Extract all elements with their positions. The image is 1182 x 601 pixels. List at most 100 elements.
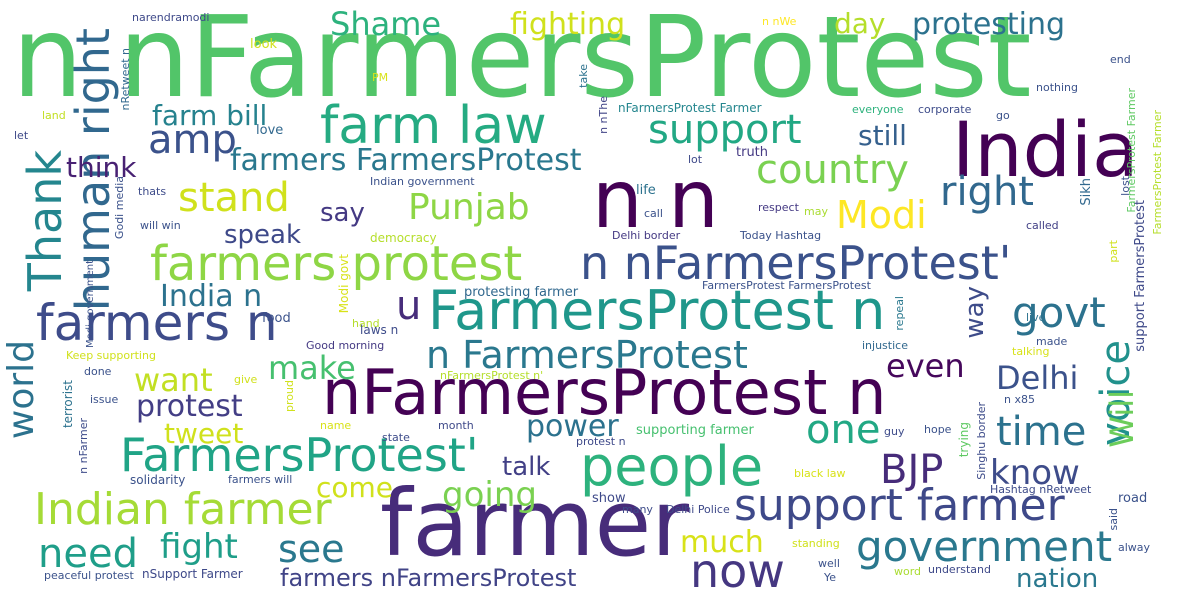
word-farm-law: farm law	[320, 96, 547, 156]
word-need: need	[38, 531, 138, 577]
word-alway: alway	[1118, 541, 1151, 554]
word-take: take	[577, 64, 590, 88]
word-want: want	[134, 361, 213, 399]
word-talking: talking	[1012, 345, 1050, 358]
word-name: name	[320, 419, 352, 432]
word-hope: hope	[924, 423, 952, 436]
word-hand: hand	[352, 317, 380, 330]
word-today-hashtag: Today Hashtag	[740, 229, 822, 242]
word-farmers-nfarmersprotest: farmers nFarmersProtest	[280, 564, 577, 592]
word-n-nthe: n nThe	[597, 96, 610, 134]
word-n-x85: n x85	[1004, 393, 1035, 406]
word-going: going	[442, 475, 537, 515]
word-nsupport-farmer: nSupport Farmer	[142, 567, 243, 581]
word-way: way	[960, 286, 990, 339]
word-think: think	[66, 151, 137, 184]
word-fight: fight	[160, 527, 238, 567]
word-sikh: Sikh	[1079, 178, 1094, 206]
word-love: love	[256, 123, 284, 138]
word-n-farmersprotest: n FarmersProtest	[426, 333, 748, 377]
word-guy: guy	[884, 425, 905, 438]
word-fighting: fighting	[510, 7, 626, 42]
word-solidarity: solidarity	[130, 473, 186, 487]
word-right: right	[940, 169, 1034, 215]
word-made: made	[1036, 335, 1068, 348]
word-show: show	[592, 491, 626, 506]
word-protesting-farmer: protesting farmer	[464, 285, 579, 300]
word-road: road	[1118, 491, 1148, 506]
word-let: let	[14, 129, 29, 142]
word-tweet: tweet	[164, 417, 244, 450]
word-farmersprotest-n: FarmersProtest n	[428, 279, 886, 342]
word-protest-n: protest n	[576, 435, 626, 448]
word-end: end	[1110, 53, 1131, 66]
word-singhu-border: Singhu border	[975, 402, 988, 480]
word-live: live	[1026, 311, 1046, 324]
word-farmers-n: farmers n	[36, 294, 278, 352]
word-nfarmersprotest-farmer: nFarmersProtest Farmer	[618, 101, 762, 115]
word-keep-supporting: Keep supporting	[66, 349, 156, 362]
word-u: u	[396, 283, 422, 329]
word-narendramodi: narendramodi	[132, 11, 210, 24]
word-call: call	[644, 207, 663, 220]
word-delhi: Delhi	[996, 359, 1079, 397]
word-proud: proud	[283, 380, 296, 412]
word-still: still	[858, 119, 907, 152]
word-talk: talk	[502, 452, 551, 482]
word-land: land	[42, 109, 66, 122]
word-ye: Ye	[824, 571, 837, 584]
word-come: come	[316, 471, 394, 504]
word-part: part	[1107, 240, 1120, 263]
word-day: day	[834, 7, 886, 40]
word-pm: PM	[372, 71, 389, 84]
word-nothing: nothing	[1036, 81, 1078, 94]
word-give: give	[234, 373, 258, 386]
word-trying: trying	[957, 422, 971, 458]
word-protesting: protesting	[912, 7, 1066, 42]
word-thank: Thank	[18, 150, 72, 292]
word-make: make	[268, 349, 356, 387]
word-govt: govt	[1012, 288, 1106, 337]
word-people: people	[580, 435, 764, 498]
word-injustice: injustice	[862, 339, 908, 352]
word-everyone: everyone	[852, 103, 904, 116]
word-respect: respect	[758, 201, 799, 214]
word-peaceful-protest: peaceful protest	[44, 569, 134, 582]
word-repeal: repeal	[893, 296, 906, 331]
word-nfarmersprotest-n-quote: nFarmersProtest n'	[440, 369, 544, 382]
word-laws-n: laws n	[360, 323, 399, 337]
word-nfarmersprotest-n: nFarmersProtest n	[322, 356, 887, 429]
word-amp: amp	[148, 117, 237, 163]
word-hashtag-nretweet: Hashtag nRetweet	[990, 483, 1092, 496]
word-done: done	[84, 365, 112, 378]
word-nation: nation	[1016, 564, 1099, 594]
word-look: look	[250, 37, 278, 52]
word-support-farmer: support farmer	[734, 480, 1065, 531]
word-much: much	[680, 525, 764, 560]
word-farmers-farmersprotest: farmers FarmersProtest	[230, 143, 582, 178]
word-n-nwe: n nWe	[762, 15, 797, 28]
word-shame: Shame	[330, 5, 442, 43]
word-support-farmersprotest: support FarmersProtest	[1133, 200, 1148, 352]
word-see: see	[278, 527, 345, 571]
word-india: India	[952, 105, 1139, 194]
word-farmersprotest-quote: FarmersProtest'	[120, 428, 479, 482]
word-democracy: democracy	[370, 231, 437, 245]
word-farm-bill: farm bill	[152, 99, 268, 132]
word-standing: standing	[792, 537, 840, 550]
word-state: state	[382, 431, 410, 444]
word-go: go	[996, 109, 1010, 122]
word-farmersprotest-farmersprotest: FarmersProtest FarmersProtest	[702, 279, 871, 292]
word-many: many	[622, 503, 653, 516]
word-n-nfarmersprotest: n nFarmersProtest	[12, 0, 1032, 123]
word-food: food	[262, 311, 291, 326]
word-now: now	[690, 544, 785, 598]
word-said: said	[1107, 508, 1120, 531]
word-farmer: farmer	[380, 470, 690, 577]
word-n-nfarmersprotest-quote: n nFarmersProtest'	[580, 236, 1012, 290]
word-power: power	[526, 409, 619, 444]
word-indian-government: Indian government	[370, 175, 475, 188]
word-life: life	[636, 183, 656, 198]
word-support: support	[648, 107, 802, 153]
word-stand: stand	[178, 175, 290, 221]
